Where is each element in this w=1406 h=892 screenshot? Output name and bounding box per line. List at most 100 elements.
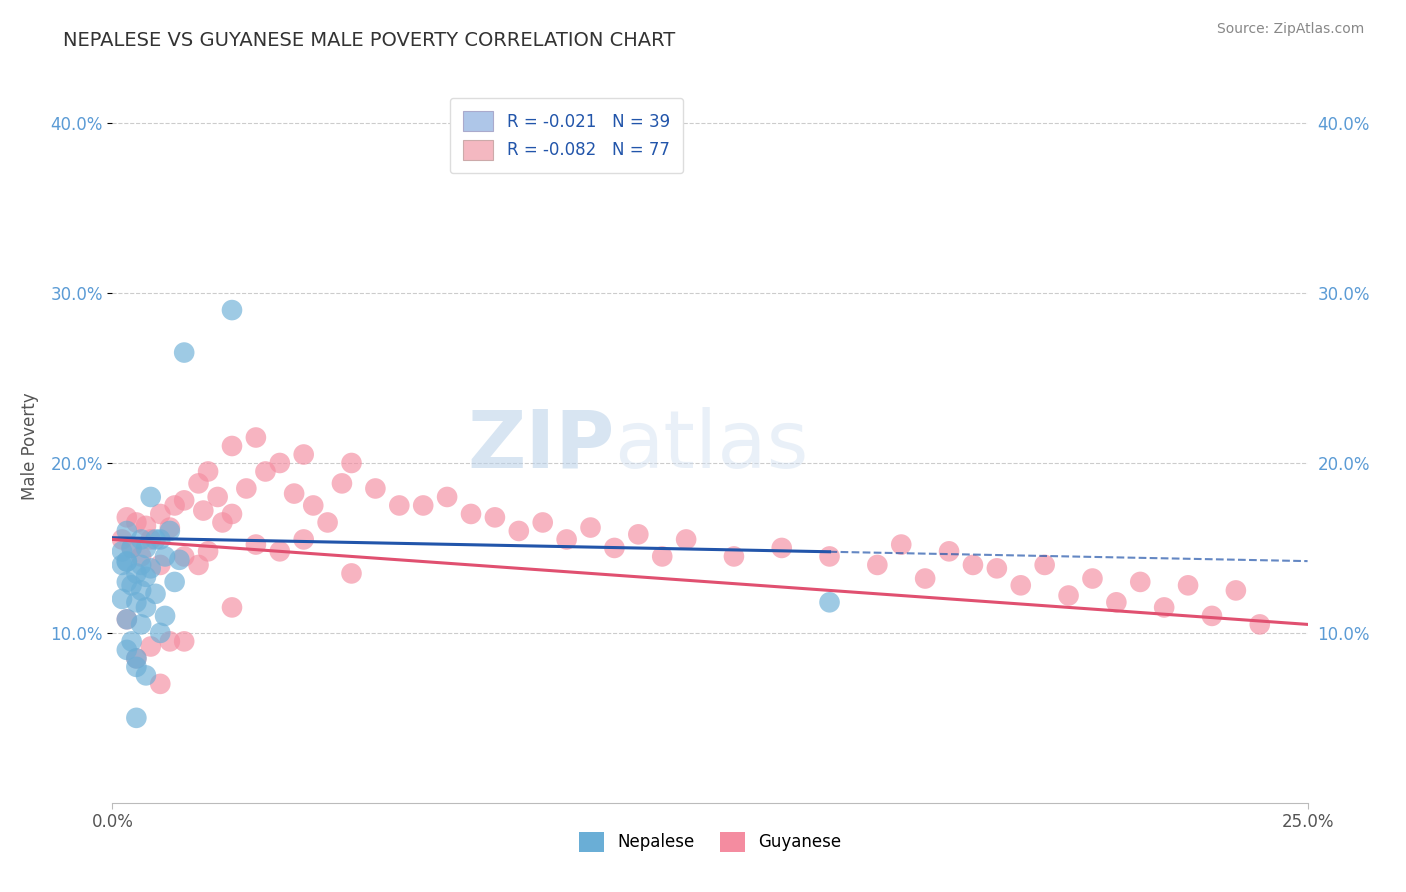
Point: [121, 541, 143, 555]
Point: [125, 651, 148, 665]
Point: [254, 465, 277, 479]
Point: [111, 591, 134, 606]
Point: [173, 634, 195, 648]
Point: [145, 533, 167, 547]
Point: [1249, 617, 1271, 632]
Text: NEPALESE VS GUYANESE MALE POVERTY CORRELATION CHART: NEPALESE VS GUYANESE MALE POVERTY CORREL…: [63, 31, 675, 50]
Point: [245, 430, 267, 444]
Point: [139, 490, 162, 504]
Point: [579, 520, 602, 534]
Point: [890, 537, 912, 551]
Point: [149, 677, 172, 691]
Point: [169, 553, 191, 567]
Point: [111, 544, 134, 558]
Point: [135, 570, 157, 584]
Point: [145, 587, 167, 601]
Point: [115, 612, 138, 626]
Point: [269, 456, 291, 470]
Point: [129, 558, 152, 572]
Point: [129, 533, 152, 547]
Point: [187, 476, 209, 491]
Point: [1153, 600, 1175, 615]
Point: [111, 558, 134, 572]
Point: [245, 537, 267, 551]
Point: [221, 600, 243, 615]
Text: Source: ZipAtlas.com: Source: ZipAtlas.com: [1216, 22, 1364, 37]
Point: [125, 566, 148, 581]
Text: ZIP: ZIP: [467, 407, 614, 485]
Point: [914, 572, 936, 586]
Point: [115, 555, 138, 569]
Point: [818, 595, 841, 609]
Point: [235, 482, 257, 496]
Point: [1033, 558, 1056, 572]
Point: [818, 549, 841, 564]
Point: [159, 524, 181, 538]
Point: [125, 711, 148, 725]
Point: [115, 524, 138, 538]
Point: [187, 558, 209, 572]
Point: [115, 643, 138, 657]
Point: [135, 600, 157, 615]
Point: [135, 668, 157, 682]
Point: [651, 549, 673, 564]
Point: [484, 510, 506, 524]
Point: [283, 486, 305, 500]
Point: [412, 499, 434, 513]
Point: [139, 533, 162, 547]
Point: [207, 490, 229, 504]
Point: [221, 439, 243, 453]
Point: [221, 303, 243, 318]
Text: atlas: atlas: [614, 407, 808, 485]
Point: [153, 608, 176, 623]
Point: [555, 533, 578, 547]
Point: [125, 595, 148, 609]
Point: [159, 634, 181, 648]
Point: [149, 626, 172, 640]
Point: [121, 541, 143, 555]
Point: [436, 490, 458, 504]
Point: [135, 519, 157, 533]
Point: [316, 516, 339, 530]
Point: [139, 640, 162, 654]
Point: [340, 456, 363, 470]
Point: [153, 549, 176, 564]
Y-axis label: Male Poverty: Male Poverty: [21, 392, 39, 500]
Point: [962, 558, 984, 572]
Point: [163, 499, 186, 513]
Point: [1225, 583, 1247, 598]
Point: [173, 549, 195, 564]
Point: [302, 499, 325, 513]
Point: [149, 558, 172, 572]
Point: [1201, 608, 1223, 623]
Point: [292, 533, 315, 547]
Point: [292, 448, 315, 462]
Point: [340, 566, 363, 581]
Point: [460, 507, 482, 521]
Point: [121, 634, 143, 648]
Point: [1129, 574, 1152, 589]
Point: [866, 558, 889, 572]
Point: [938, 544, 960, 558]
Point: [211, 516, 233, 530]
Point: [1081, 572, 1104, 586]
Point: [1010, 578, 1032, 592]
Point: [115, 574, 138, 589]
Point: [603, 541, 626, 555]
Point: [129, 583, 152, 598]
Point: [770, 541, 793, 555]
Point: [1177, 578, 1199, 592]
Legend: Nepalese, Guyanese: Nepalese, Guyanese: [572, 825, 848, 859]
Point: [675, 533, 697, 547]
Point: [1105, 595, 1128, 609]
Point: [135, 541, 157, 555]
Point: [163, 574, 186, 589]
Point: [197, 465, 219, 479]
Point: [627, 527, 650, 541]
Point: [111, 533, 134, 547]
Point: [115, 510, 138, 524]
Point: [364, 482, 387, 496]
Point: [531, 516, 554, 530]
Point: [269, 544, 291, 558]
Point: [149, 507, 172, 521]
